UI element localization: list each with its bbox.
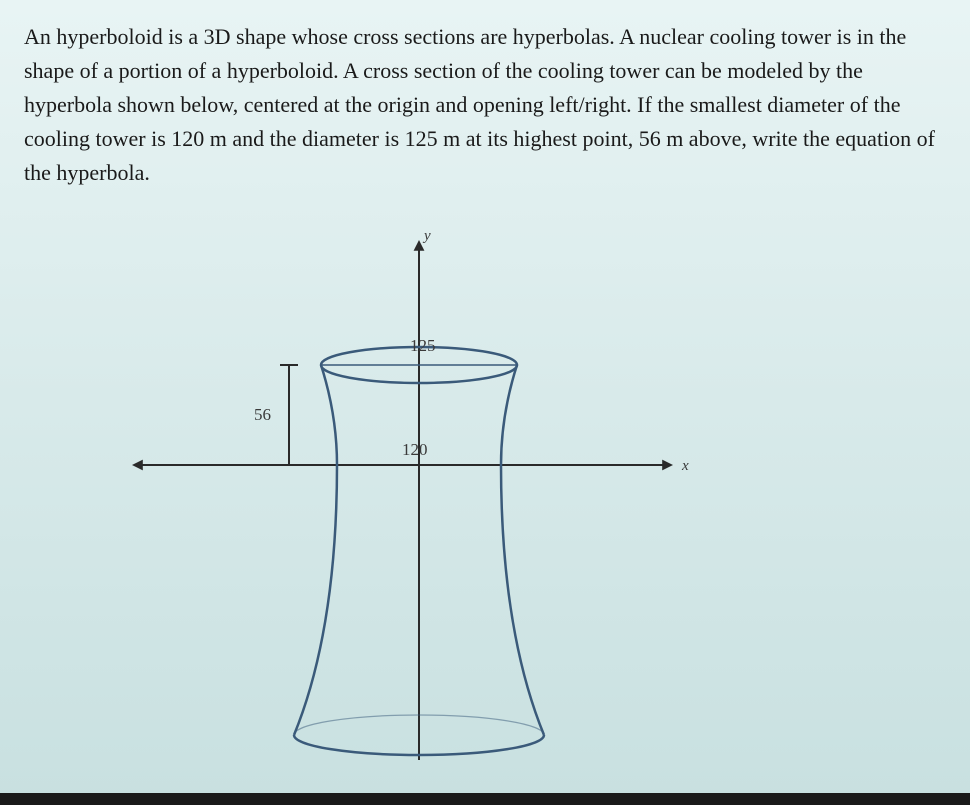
x-axis-label: x: [682, 458, 689, 475]
waist-diameter-label: 120: [402, 440, 428, 460]
diagram-svg: [114, 230, 714, 770]
cooling-tower-diagram: y x 125 120 56: [114, 230, 714, 770]
bottom-border: [0, 793, 970, 805]
top-diameter-label: 125: [410, 336, 436, 356]
problem-statement: An hyperboloid is a 3D shape whose cross…: [24, 20, 946, 190]
height-label: 56: [254, 405, 271, 425]
y-axis-label: y: [424, 228, 431, 245]
